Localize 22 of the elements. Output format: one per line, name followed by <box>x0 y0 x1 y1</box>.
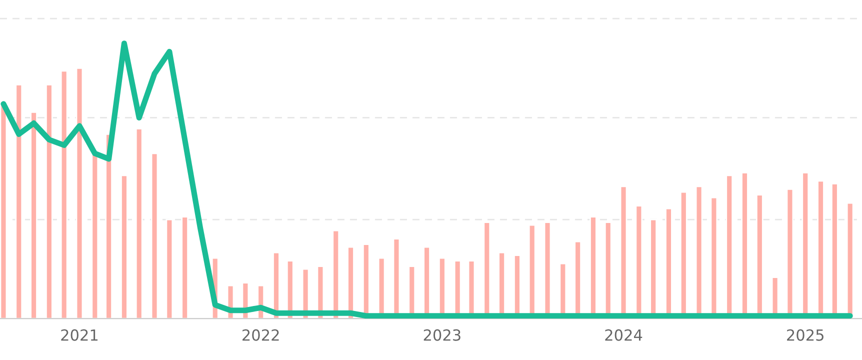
x-tick-label: 2024 <box>605 329 642 341</box>
x-tick-label: 2025 <box>787 329 824 341</box>
bar <box>846 202 854 319</box>
bar <box>76 67 84 319</box>
x-tick-label: 2023 <box>424 329 460 341</box>
bar <box>166 218 174 319</box>
bar <box>91 150 99 319</box>
bar <box>15 84 23 319</box>
bar <box>181 216 188 319</box>
bar <box>347 246 354 319</box>
bar <box>286 260 294 319</box>
bar <box>60 70 68 319</box>
bar <box>46 84 53 319</box>
bar <box>120 174 128 319</box>
bar <box>332 230 340 319</box>
bar <box>150 152 158 319</box>
bar <box>135 128 143 319</box>
bar <box>30 111 38 319</box>
bar <box>272 252 280 319</box>
bar <box>0 103 8 319</box>
x-tick-label: 2021 <box>61 329 98 341</box>
x-tick-label: 2022 <box>242 329 279 341</box>
